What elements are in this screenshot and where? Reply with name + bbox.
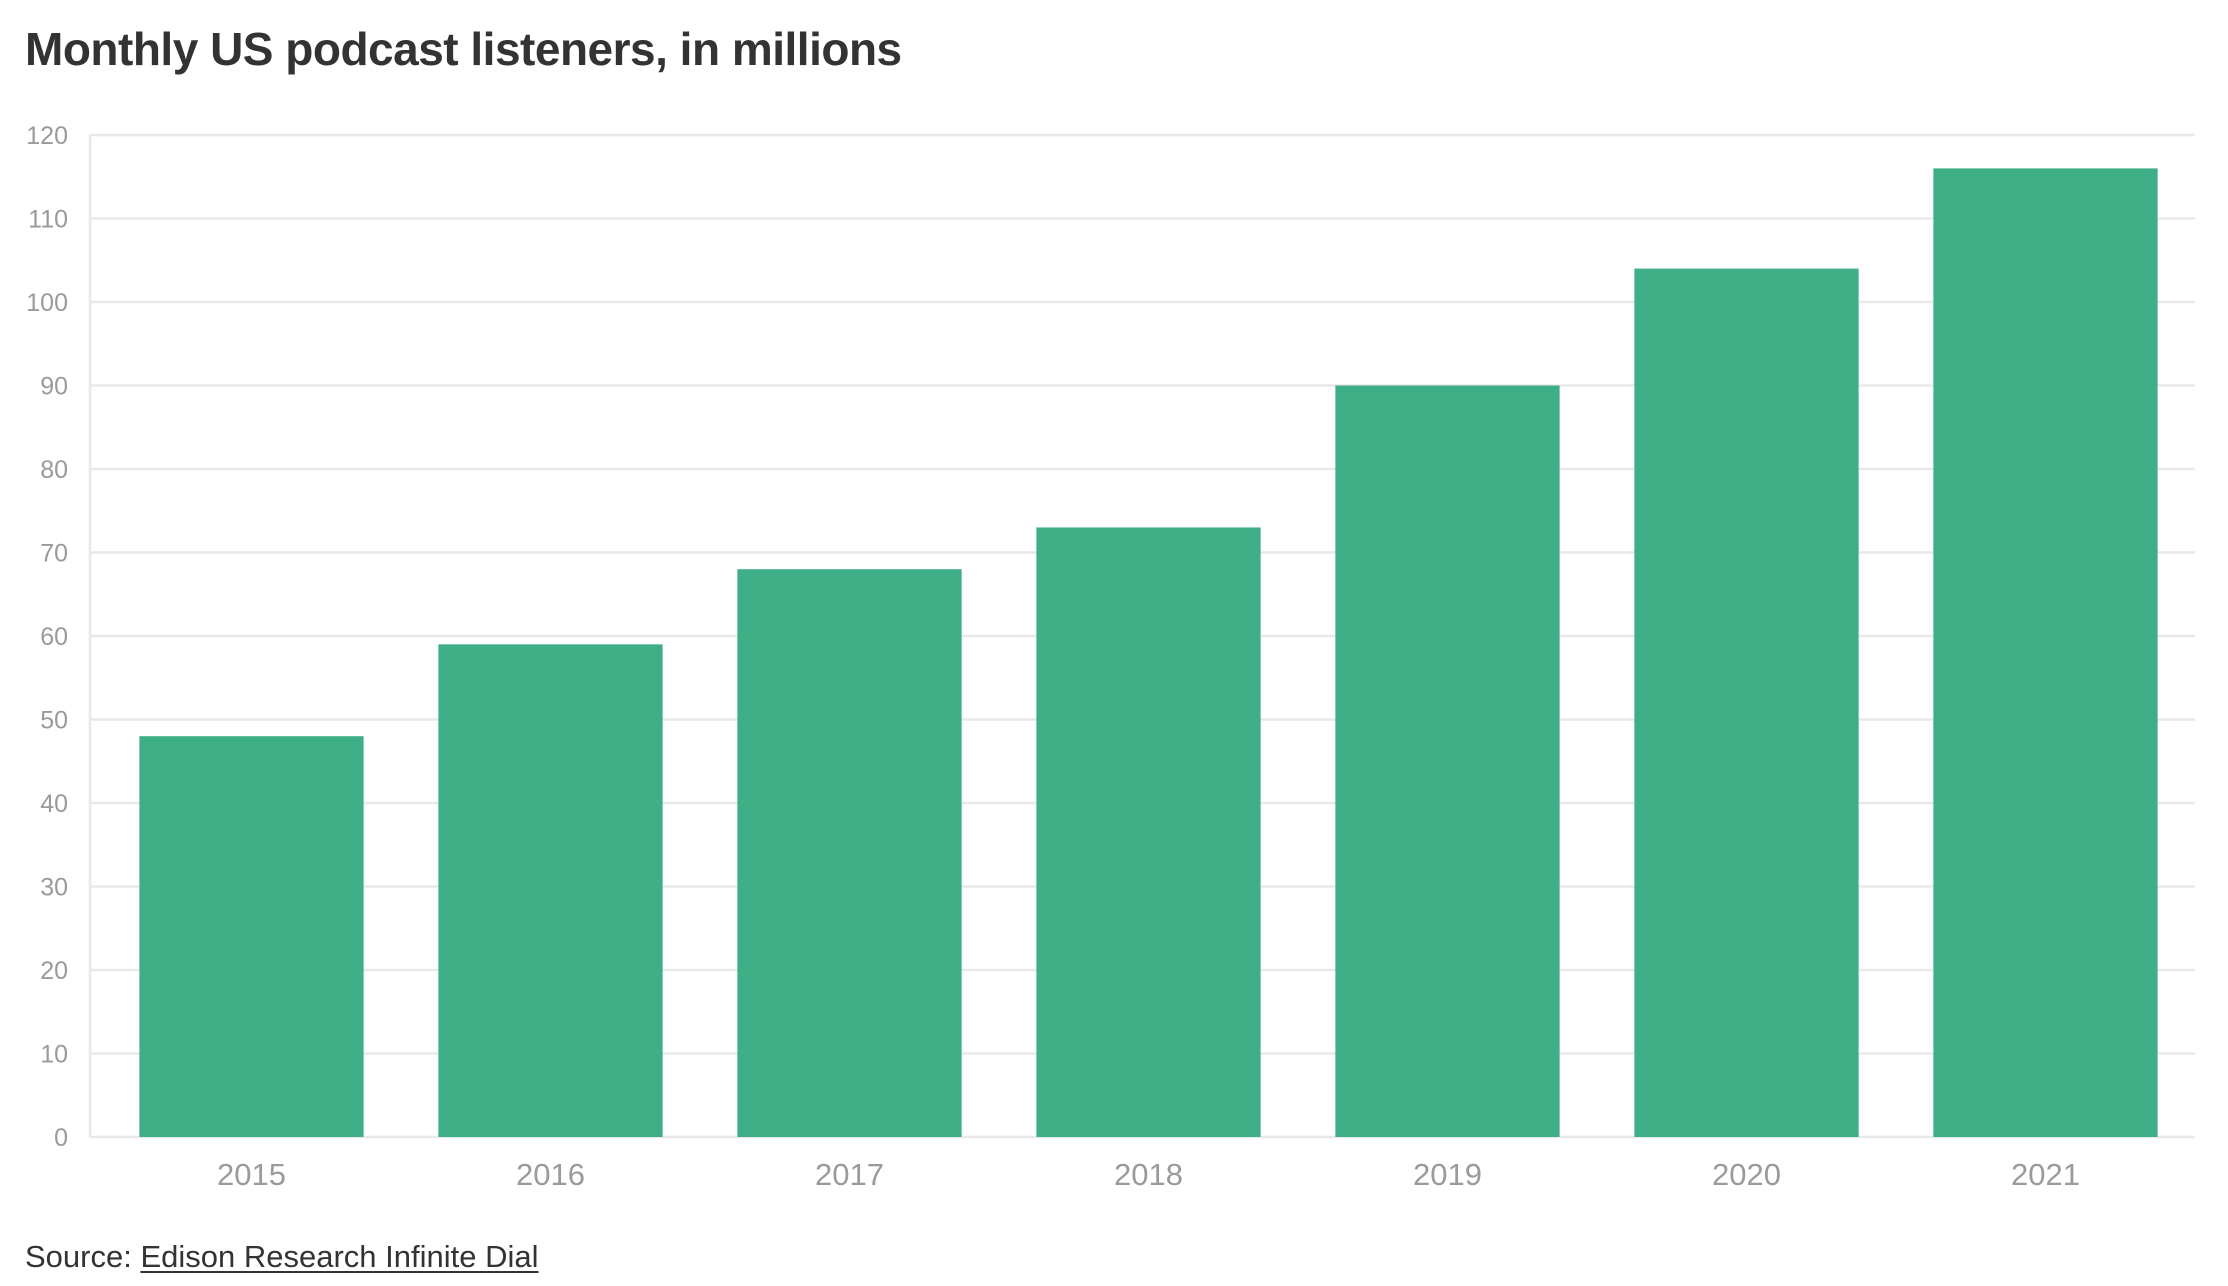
y-tick-label: 80 [40, 456, 68, 484]
y-tick-label: 90 [40, 373, 68, 401]
y-axis-ticks: 0 10 20 30 40 50 60 70 80 90 100 110 120 [26, 122, 68, 1152]
y-tick-label: 30 [40, 874, 68, 902]
y-tick-label: 10 [40, 1041, 68, 1069]
y-tick-label: 20 [40, 957, 68, 985]
y-tick-label: 60 [40, 623, 68, 651]
x-tick-label: 2017 [815, 1157, 884, 1192]
y-tick-label: 50 [40, 707, 68, 735]
bar-2020[interactable] [1634, 268, 1859, 1138]
source-line: Source: Edison Research Infinite Dial [25, 1239, 539, 1275]
x-tick-label: 2015 [217, 1157, 286, 1192]
y-tick-label: 100 [26, 289, 68, 317]
x-tick-label: 2021 [2011, 1157, 2080, 1192]
bars [139, 168, 2158, 1138]
y-tick-label: 40 [40, 790, 68, 818]
bar-2016[interactable] [438, 644, 663, 1137]
x-tick-label: 2020 [1712, 1157, 1781, 1192]
x-tick-label: 2018 [1114, 1157, 1183, 1192]
bar-2015[interactable] [139, 736, 364, 1137]
bar-2018[interactable] [1036, 527, 1261, 1137]
source-prefix: Source: [25, 1239, 141, 1274]
y-tick-label: 120 [26, 122, 68, 150]
y-tick-label: 110 [28, 206, 68, 234]
bar-2017[interactable] [737, 569, 962, 1137]
x-axis-ticks: 2015 2016 2017 2018 2019 2020 2021 [217, 1157, 2080, 1192]
bar-2021[interactable] [1933, 168, 2158, 1137]
bar-2019[interactable] [1335, 385, 1560, 1138]
source-link[interactable]: Edison Research Infinite Dial [140, 1239, 539, 1274]
chart-title: Monthly US podcast listeners, in million… [25, 23, 902, 75]
y-tick-label: 0 [54, 1124, 68, 1152]
y-tick-label: 70 [40, 540, 68, 568]
x-tick-label: 2016 [516, 1157, 585, 1192]
x-tick-label: 2019 [1413, 1157, 1482, 1192]
